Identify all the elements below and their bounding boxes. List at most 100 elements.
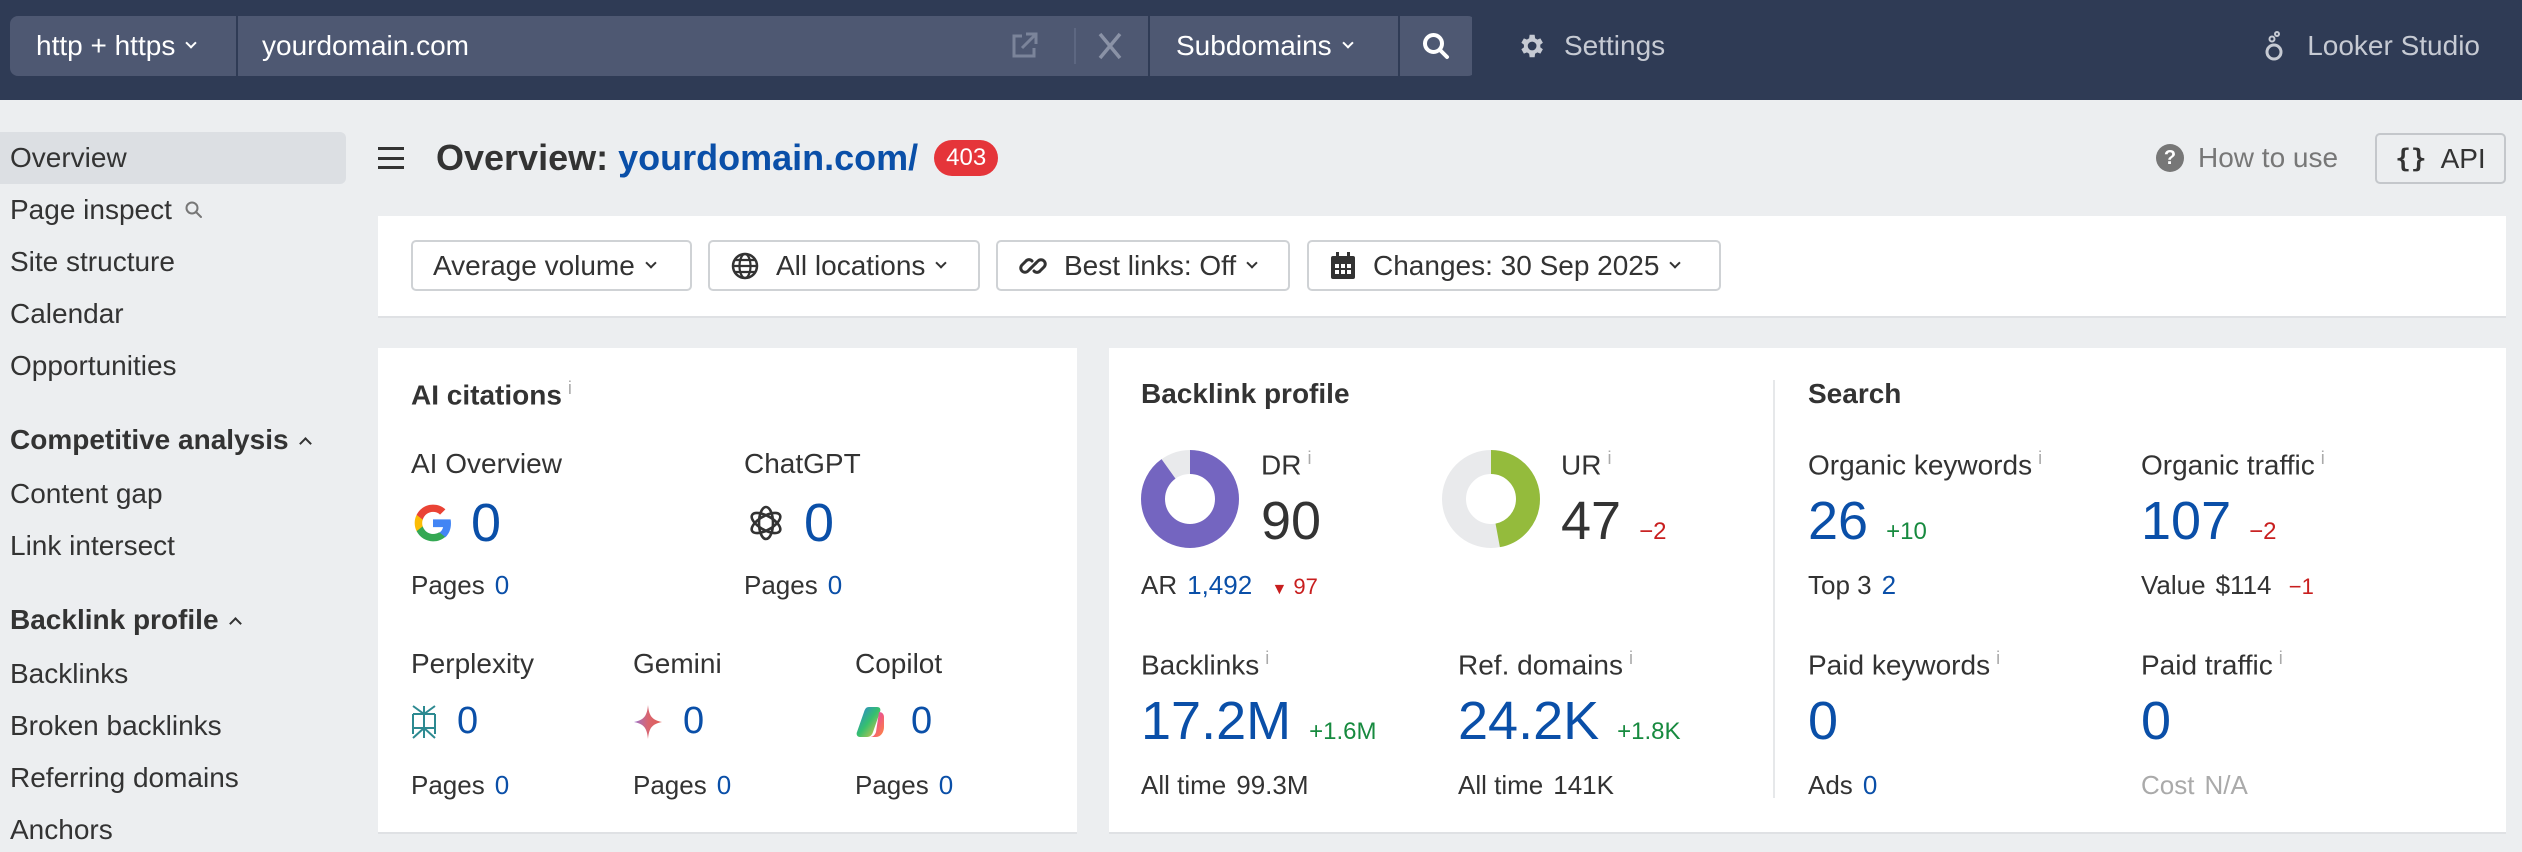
paid-traffic-metric[interactable]: 0 [2141, 690, 2171, 752]
ai-overview-label: AI Overview [411, 448, 562, 479]
sidebar-item-site-structure[interactable]: Site structure [0, 236, 346, 288]
ar-value[interactable]: 1,492 [1187, 570, 1253, 600]
ref-domains-delta: +1.8K [1617, 718, 1681, 745]
domain-input-value: yourdomain.com [262, 30, 469, 61]
all-time-value: 99.3M [1236, 770, 1309, 800]
info-icon[interactable]: i [2278, 648, 2283, 668]
sidebar: Overview Page inspect Site structure Cal… [0, 100, 350, 852]
sidebar-section-backlink-profile[interactable]: Backlink profile [10, 604, 242, 636]
ur-label: UR i [1561, 448, 1611, 481]
perplexity-metric[interactable]: 0 [411, 700, 478, 743]
pages-label: Pages [633, 770, 707, 800]
search-button[interactable] [1400, 16, 1472, 76]
page-title-domain[interactable]: yourdomain.com/ [618, 137, 919, 178]
mode-dropdown[interactable]: Subdomains [1150, 16, 1400, 76]
locations-label: All locations [776, 249, 926, 281]
pages-label: Pages [411, 770, 485, 800]
open-external-icon[interactable] [1008, 30, 1040, 62]
cost-value: N/A [2204, 770, 2248, 800]
copilot-value: 0 [911, 700, 933, 742]
api-button[interactable]: {} API [2375, 133, 2506, 184]
chevron-down-icon [1341, 37, 1354, 49]
looker-studio-button[interactable]: Looker Studio [2263, 20, 2480, 72]
sidebar-item-content-gap[interactable]: Content gap [0, 468, 346, 520]
changes-label: Changes: 30 Sep 2025 [1373, 249, 1660, 281]
locations-dropdown[interactable]: All locations [708, 240, 980, 291]
sidebar-item-link-intersect[interactable]: Link intersect [0, 520, 346, 572]
sidebar-item-opportunities[interactable]: Opportunities [0, 340, 346, 392]
backlink-profile-title: Backlink profile [1141, 378, 1350, 409]
copilot-icon [855, 704, 891, 740]
info-icon[interactable]: i [1307, 448, 1312, 468]
backlinks-metric[interactable]: 17.2M +1.6M [1141, 690, 1376, 752]
protocol-dropdown[interactable]: http + https [10, 16, 238, 76]
best-links-dropdown[interactable]: Best links: Off [996, 240, 1290, 291]
google-icon [411, 501, 455, 545]
chatgpt-pages: Pages 0 [744, 570, 842, 601]
sidebar-item-referring-domains[interactable]: Referring domains [0, 752, 346, 804]
copilot-metric[interactable]: 0 [855, 700, 932, 743]
gemini-metric[interactable]: 0 [633, 700, 704, 743]
gemini-label: Gemini [633, 648, 722, 679]
chevron-down-icon [185, 37, 197, 49]
chatgpt-metric[interactable]: 0 [744, 492, 834, 554]
pages-value[interactable]: 0 [827, 570, 843, 600]
sidebar-item-calendar[interactable]: Calendar [0, 288, 346, 340]
settings-button[interactable]: Settings [1516, 20, 1665, 72]
section-divider [1773, 380, 1775, 798]
all-time-value: 141K [1553, 770, 1614, 800]
organic-keywords-delta: +10 [1886, 518, 1927, 545]
organic-keywords-value: 26 [1808, 491, 1869, 551]
info-icon[interactable]: i [1996, 648, 2001, 668]
changes-date-dropdown[interactable]: Changes: 30 Sep 2025 [1307, 240, 1721, 291]
paid-keywords-metric[interactable]: 0 [1808, 690, 1838, 752]
ref-domains-all-time: All time 141K [1458, 770, 1614, 801]
pages-value[interactable]: 0 [938, 770, 954, 800]
info-icon[interactable]: i [567, 378, 572, 398]
sidebar-item-anchors[interactable]: Anchors [0, 804, 346, 852]
domain-input[interactable]: yourdomain.com [238, 16, 1150, 76]
sidebar-item-label: Calendar [10, 298, 124, 329]
pages-value[interactable]: 0 [494, 570, 510, 600]
organic-keywords-metric[interactable]: 26 +10 [1808, 490, 1927, 552]
top3-value[interactable]: 2 [1881, 570, 1897, 600]
looker-studio-label: Looker Studio [2307, 30, 2480, 61]
sidebar-item-label: Link intersect [10, 530, 175, 561]
volume-dropdown[interactable]: Average volume [411, 240, 692, 291]
info-icon[interactable]: i [1607, 448, 1612, 468]
pages-label: Pages [744, 570, 818, 600]
sidebar-item-page-inspect[interactable]: Page inspect [0, 184, 346, 236]
sidebar-item-backlinks[interactable]: Backlinks [0, 648, 346, 700]
ads-value[interactable]: 0 [1862, 770, 1878, 800]
how-to-use-link[interactable]: ? How to use [2156, 136, 2338, 180]
sidebar-item-broken-backlinks[interactable]: Broken backlinks [0, 700, 346, 752]
info-icon[interactable]: i [1628, 648, 1633, 668]
settings-label: Settings [1564, 30, 1666, 61]
sidebar-item-label: Opportunities [10, 350, 177, 381]
organic-traffic-label: Organic traffic i [2141, 448, 2325, 481]
info-icon[interactable]: i [2320, 448, 2325, 468]
sidebar-item-label: Anchors [10, 814, 113, 845]
sidebar-item-label: Overview [10, 142, 127, 173]
ai-overview-metric[interactable]: 0 [411, 492, 501, 554]
paid-keywords-label-text: Paid keywords [1808, 649, 1991, 681]
sidebar-section-competitive-analysis[interactable]: Competitive analysis [10, 424, 312, 456]
traffic-value-delta: −1 [2288, 574, 2314, 599]
info-icon[interactable]: i [1265, 648, 1270, 668]
ref-domains-metric[interactable]: 24.2K +1.8K [1458, 690, 1681, 752]
search-icon [185, 201, 202, 218]
chevron-down-icon [1246, 256, 1258, 269]
traffic-value-label: Value [2141, 570, 2206, 600]
pages-value[interactable]: 0 [716, 770, 732, 800]
traffic-value-amount: $114 [2215, 570, 2272, 600]
dr-donut-chart [1141, 450, 1239, 548]
organic-traffic-metric[interactable]: 107 −2 [2141, 490, 2276, 552]
sidebar-item-overview[interactable]: Overview [0, 132, 346, 184]
pages-value[interactable]: 0 [494, 770, 510, 800]
organic-traffic-label-text: Organic traffic [2141, 449, 2315, 481]
menu-icon[interactable] [378, 147, 404, 169]
all-time-label: All time [1141, 770, 1227, 800]
protocol-label: http + https [36, 30, 176, 61]
info-icon[interactable]: i [2038, 448, 2043, 468]
clear-icon[interactable] [1092, 28, 1128, 64]
